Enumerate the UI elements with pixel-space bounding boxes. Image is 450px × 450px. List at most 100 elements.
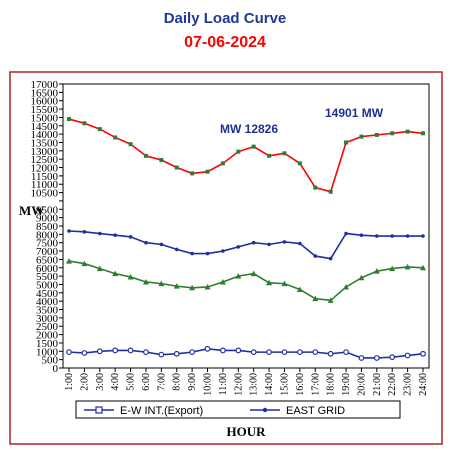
data-point: [67, 229, 71, 233]
y-tick-label: 14000: [31, 129, 59, 141]
y-tick-label: 4500: [36, 288, 59, 300]
data-point: [205, 251, 210, 256]
x-tick-label: 1:00: [64, 373, 75, 391]
data-point: [189, 349, 196, 356]
data-point: [281, 349, 288, 356]
chart-frame: [9, 71, 443, 445]
data-point: [204, 283, 211, 290]
legend-box: [75, 400, 401, 419]
x-tick-label: 6:00: [141, 373, 152, 391]
data-point: [251, 240, 256, 245]
data-point: [204, 345, 211, 352]
data-point: [127, 347, 134, 354]
data-point: [81, 260, 88, 267]
y-tick-label: 3000: [36, 313, 59, 325]
data-point: [296, 349, 303, 356]
data-point: [159, 158, 164, 163]
data-point: [66, 349, 72, 356]
data-point: [373, 268, 380, 274]
data-point: [266, 349, 272, 356]
y-tick-label: 500: [42, 355, 59, 367]
y-tick-label: 6500: [36, 254, 59, 266]
plot-area: [62, 83, 430, 369]
y-tick-label: 2000: [36, 330, 59, 342]
x-tick-label: 17:00: [310, 373, 321, 396]
y-tick-label: 6000: [36, 263, 59, 275]
y-tick-label: 8500: [36, 221, 59, 233]
data-point: [420, 350, 426, 357]
y-tick-label: 1000: [36, 346, 59, 358]
y-tick-label: 0: [53, 363, 59, 375]
data-point: [82, 230, 87, 234]
chart-title: Daily Load Curve: [163, 10, 287, 27]
data-point: [159, 242, 164, 247]
data-point: [66, 258, 72, 264]
x-tick-label: 4:00: [110, 373, 121, 391]
data-point: [358, 355, 365, 361]
data-point: [236, 245, 241, 249]
data-point: [81, 350, 88, 356]
data-point: [173, 283, 180, 289]
data-point: [128, 235, 133, 239]
x-tick-label: 16:00: [295, 373, 306, 396]
y-tick-label: 8000: [36, 229, 59, 241]
y-tick-label: 7000: [36, 246, 59, 258]
data-point: [359, 233, 364, 237]
legend-marker: [95, 406, 103, 414]
data-point: [281, 280, 288, 287]
data-point: [328, 256, 333, 261]
series-line-3: [68, 260, 424, 302]
data-point: [113, 233, 117, 237]
data-point: [143, 153, 148, 158]
data-point: [404, 263, 411, 270]
data-point: [421, 131, 425, 136]
data-point: [297, 161, 302, 166]
x-tick-label: 7:00: [156, 373, 167, 391]
data-point: [328, 189, 333, 194]
data-point: [142, 278, 149, 285]
x-tick-label: 11:00: [218, 373, 229, 395]
data-point: [405, 234, 410, 238]
data-point: [266, 279, 273, 286]
data-point: [82, 121, 87, 126]
data-point: [205, 169, 210, 174]
data-point: [298, 241, 302, 246]
data-point: [96, 348, 103, 355]
data-point: [282, 240, 287, 244]
data-point: [96, 265, 103, 272]
data-point: [296, 286, 303, 292]
data-point: [127, 273, 134, 280]
y-tick-label: 9500: [36, 204, 59, 216]
y-tick-label: 11500: [31, 171, 59, 183]
series-line-2: [68, 230, 423, 260]
data-point: [250, 349, 257, 356]
y-tick-label: 7500: [36, 238, 59, 250]
data-point: [235, 347, 242, 354]
x-tick-label: 23:00: [403, 373, 414, 396]
data-point: [173, 350, 180, 357]
data-point: [421, 234, 425, 238]
legend-marker: [262, 407, 268, 413]
chart-subtitle: 07-06-2024: [184, 34, 266, 51]
x-tick-label: 24:00: [418, 373, 429, 396]
x-tick-label: 3:00: [95, 373, 106, 391]
data-point: [375, 234, 379, 238]
data-point: [250, 270, 257, 277]
x-tick-label: 10:00: [203, 373, 214, 396]
data-point: [374, 132, 379, 137]
data-point: [221, 249, 225, 253]
x-tick-label: 12:00: [233, 373, 244, 396]
y-tick-label: 12500: [31, 154, 59, 166]
data-point: [312, 349, 319, 356]
x-tick-label: 2:00: [79, 373, 90, 391]
data-point: [282, 151, 287, 156]
data-point: [189, 284, 196, 291]
legend-label: EAST GRID: [286, 405, 345, 417]
data-point: [344, 140, 349, 145]
data-point: [343, 349, 349, 356]
data-point: [174, 247, 179, 252]
y-tick-label: 16000: [31, 96, 59, 108]
data-point: [312, 295, 319, 302]
x-tick-label: 22:00: [387, 373, 398, 396]
data-point: [220, 161, 225, 166]
